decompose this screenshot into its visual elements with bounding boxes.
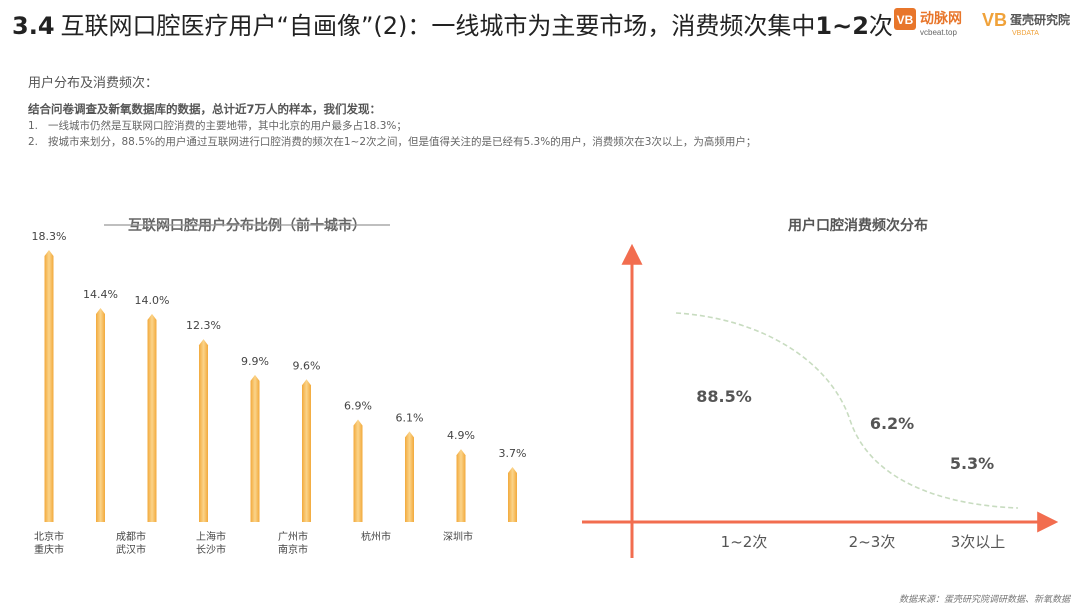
bar-category-label: 武汉市 — [116, 543, 146, 556]
vcbeat-logo-name: 动脉网 — [920, 10, 962, 27]
vbdata-logo-sub: VBDATA — [1012, 30, 1039, 37]
vcbeat-logo: VB 动脉网 vcbeat.top — [894, 8, 962, 37]
bar-5 — [250, 374, 260, 522]
bar-data-label-10: 3.7% — [499, 447, 527, 460]
section-label: 用户分布及消费频次： — [28, 76, 159, 91]
title-strong: 1~2 — [815, 12, 869, 40]
vcbeat-logo-url: vcbeat.top — [920, 28, 957, 37]
page-title: 3.4 互联网口腔医疗用户“自画像”(2)：一线城市为主要市场，消费频次集中1~2… — [12, 6, 893, 46]
vbdata-logo: VB 蛋壳研究院 VBDATA — [982, 10, 1070, 37]
bar-data-label-1: 18.3% — [32, 230, 67, 243]
freq-chart-title: 用户口腔消费频次分布 — [788, 217, 928, 234]
bar-category-label: 长沙市 — [196, 543, 226, 556]
freq-data-label-1: 88.5% — [696, 387, 752, 406]
bar-8 — [405, 431, 414, 522]
freq-data-label-2: 6.2% — [870, 414, 914, 433]
bar-category-label: 北京市 — [34, 530, 64, 543]
bar-7 — [353, 419, 363, 522]
freq-data-label-3: 5.3% — [950, 454, 994, 473]
bar-category-label: 南京市 — [278, 543, 308, 556]
bar-4 — [199, 339, 208, 522]
title-main: 互联网口腔医疗用户“自画像”(2)：一线城市为主要市场，消费频次集中 — [60, 12, 816, 40]
vbdata-logo-name: 蛋壳研究院 — [1010, 12, 1070, 27]
freq-chart: 1~2次 2~3次 3次以上 88.5% 6.2% 5.3% — [582, 243, 1059, 558]
bar-category-label: 杭州市 — [361, 530, 391, 543]
bar-data-label-4: 12.3% — [186, 319, 221, 332]
bar-3 — [147, 313, 157, 522]
bar-category-label: 重庆市 — [34, 543, 64, 556]
finding-1-index: 1. — [28, 120, 39, 132]
bar-9 — [456, 449, 466, 522]
bar-category-label: 广州市 — [278, 530, 308, 543]
intro-text: 结合问卷调查及新氧数据库的数据，总计近7万人的样本，我们发现： — [28, 102, 381, 116]
bar-data-label-3: 14.0% — [135, 294, 170, 307]
vcbeat-logo-mark: VB — [897, 13, 914, 27]
bar-10 — [508, 467, 517, 522]
bar-category-label: 深圳市 — [443, 530, 473, 543]
finding-2: 2. 按城市来划分，88.5%的用户通过互联网进行口腔消费的频次在1~2次之间，但… — [28, 134, 756, 149]
bar-6 — [302, 379, 311, 522]
finding-2-index: 2. — [28, 136, 39, 148]
freq-category-label-3: 3次以上 — [951, 533, 1006, 551]
bar-data-label-7: 6.9% — [344, 399, 372, 412]
finding-1-text: 一线城市仍然是互联网口腔消费的主要地带，其中北京的用户最多占18.3%； — [48, 120, 407, 132]
bar-data-label-9: 4.9% — [447, 429, 475, 442]
bar-data-label-2: 14.4% — [83, 288, 118, 301]
title-end: 次 — [868, 12, 893, 40]
freq-distribution-curve — [675, 312, 1019, 509]
bar-2 — [96, 307, 105, 522]
bar-data-label-6: 9.6% — [293, 359, 321, 372]
vbdata-logo-mark: VB — [982, 10, 1007, 30]
section-number: 3.4 — [12, 12, 55, 40]
freq-category-label-1: 1~2次 — [721, 533, 768, 551]
bar-data-label-8: 6.1% — [396, 411, 424, 424]
bar-category-label: 成都市 — [116, 530, 146, 543]
finding-2-text: 按城市来划分，88.5%的用户通过互联网进行口腔消费的频次在1~2次之间，但是值… — [48, 136, 757, 148]
bar-category-label: 上海市 — [196, 530, 226, 543]
finding-1: 1. 一线城市仍然是互联网口腔消费的主要地带，其中北京的用户最多占18.3%； — [28, 118, 407, 133]
bar-series: 18.3% 14.4% 14.0% 12.3% 9.9% 9.6% 6.9% 6.1% 4.9%… — [32, 230, 527, 522]
freq-category-label-2: 2~3次 — [849, 533, 896, 551]
bar-1 — [44, 250, 54, 522]
bar-data-label-5: 9.9% — [241, 355, 269, 368]
data-source: 数据来源：蛋壳研究院调研数据、新氧数据 — [898, 595, 1070, 605]
